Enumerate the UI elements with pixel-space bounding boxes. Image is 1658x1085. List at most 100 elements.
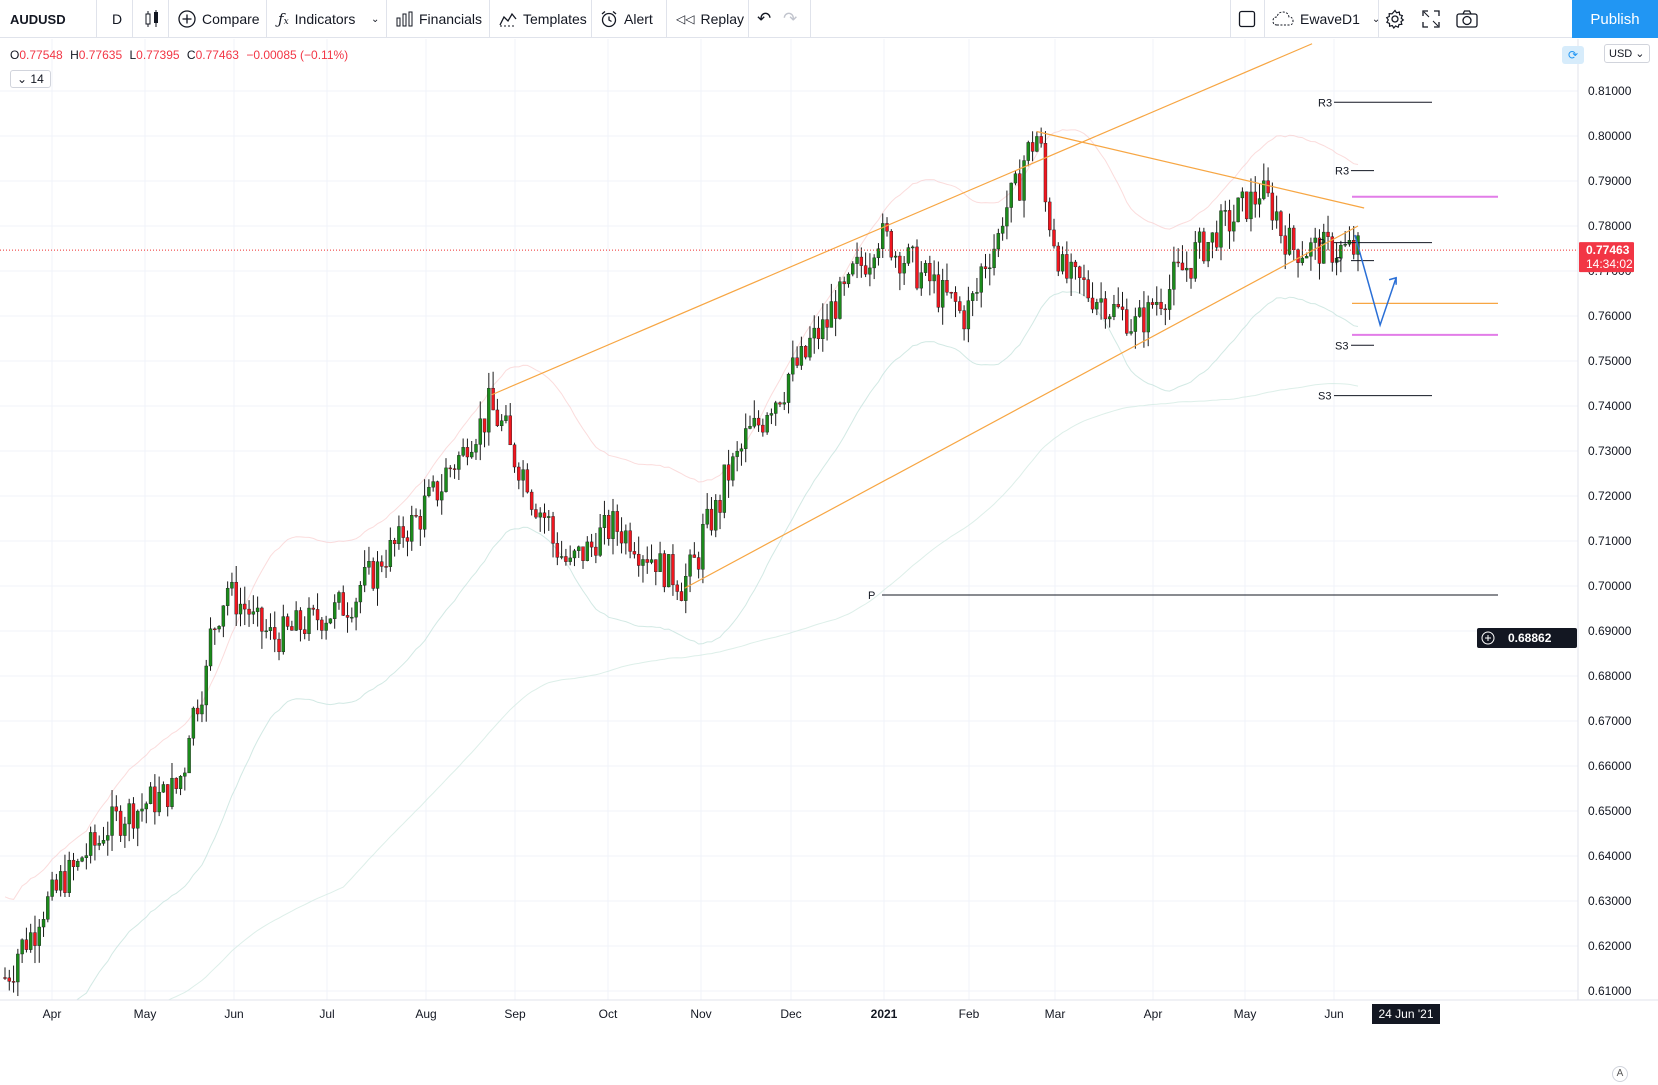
candle-up	[68, 860, 71, 893]
candle-up	[577, 547, 580, 551]
candle-down	[890, 231, 893, 257]
candle-up	[560, 556, 563, 557]
candle-down	[984, 267, 987, 269]
time-tick-label: Mar	[1045, 1007, 1066, 1021]
candle-down	[534, 510, 537, 518]
candle-up	[440, 492, 443, 500]
candle-down	[530, 492, 533, 509]
candle-down	[1074, 262, 1077, 267]
candle-down	[243, 604, 246, 609]
candle-down	[93, 832, 96, 845]
candle-down	[1082, 278, 1085, 280]
pivot-label: P	[1318, 238, 1325, 250]
candle-up	[933, 275, 936, 281]
candle-down	[213, 629, 216, 630]
candle-up	[333, 603, 336, 619]
candle-up	[975, 292, 978, 293]
pivot-label: R3	[1318, 97, 1332, 109]
candle-down	[436, 482, 439, 500]
candle-up	[504, 416, 507, 421]
candle-up	[1241, 192, 1244, 198]
indicator-bands	[5, 130, 1358, 1085]
auto-scale-label: A	[1617, 1068, 1624, 1079]
candle-down	[483, 419, 486, 432]
candle-up	[911, 247, 914, 248]
candle-down	[1228, 210, 1231, 231]
candle-up	[136, 811, 139, 828]
candle-up	[1155, 302, 1158, 304]
time-tick-label: Aug	[415, 1007, 436, 1021]
candle-down	[671, 554, 674, 585]
candle-down	[260, 608, 263, 631]
candle-up	[851, 264, 854, 274]
candle-down	[372, 561, 375, 588]
candle-down	[312, 608, 315, 609]
channel-upper-line	[492, 44, 1312, 395]
candle-up	[1134, 316, 1137, 331]
candle-up	[1100, 299, 1103, 303]
candle-up	[363, 567, 366, 585]
candle-down	[697, 558, 700, 570]
currency-select[interactable]: USD ⌄	[1604, 44, 1650, 63]
countdown-label: 14:34:02	[1586, 257, 1633, 271]
auto-scale-toggle[interactable]: A	[1612, 1066, 1628, 1082]
candle-down	[1181, 263, 1184, 270]
candle-up	[706, 509, 709, 524]
candle-up	[1258, 199, 1261, 205]
candle-up	[123, 824, 126, 836]
candle-down	[843, 282, 846, 284]
candle-up	[967, 301, 970, 329]
high-value: 0.77635	[79, 48, 122, 62]
candle-up	[1275, 212, 1278, 221]
pivot-label: S3	[1335, 340, 1348, 352]
time-tick-label: Apr	[43, 1007, 62, 1021]
candle-up	[599, 528, 602, 556]
candle-down	[286, 617, 289, 627]
candle-down	[449, 468, 452, 469]
candle-down	[419, 516, 422, 529]
candle-down	[1125, 310, 1128, 334]
candle-up	[145, 804, 148, 809]
time-tick-label: Apr	[1144, 1007, 1163, 1021]
candle-up	[226, 588, 229, 606]
candle-down	[898, 256, 901, 273]
candle-down	[590, 542, 593, 547]
candle-down	[757, 418, 760, 425]
candle-down	[1053, 230, 1056, 246]
candle-up	[573, 551, 576, 558]
candle-down	[196, 708, 199, 714]
candle-down	[1065, 254, 1068, 278]
candle-down	[1091, 298, 1094, 309]
price-tick-label: 0.72000	[1588, 489, 1632, 503]
candle-up	[200, 705, 203, 714]
candle-down	[115, 807, 118, 811]
time-tick-label: Feb	[959, 1007, 980, 1021]
price-tick-label: 0.67000	[1588, 714, 1632, 728]
candle-up	[479, 419, 482, 445]
candle-up	[470, 452, 473, 457]
candle-down	[1327, 232, 1330, 237]
candle-down	[119, 811, 122, 835]
candle-up	[603, 515, 606, 528]
candle-up	[1211, 233, 1214, 243]
pivot-label: R3	[1335, 166, 1349, 178]
candle-up	[997, 233, 1000, 249]
candle-up	[821, 320, 824, 339]
time-tick-label: May	[134, 1007, 157, 1021]
candle-down	[1190, 268, 1193, 278]
candle-down	[273, 627, 276, 639]
candle-down	[637, 554, 640, 565]
time-tick-label: Jul	[319, 1007, 334, 1021]
candle-up	[1198, 232, 1201, 243]
candle-down	[316, 609, 319, 620]
candle-up	[753, 418, 756, 426]
candle-up	[218, 626, 221, 629]
studies-toggle-button[interactable]: ⌄ 14	[10, 70, 51, 88]
candle-down	[153, 787, 156, 812]
auto-scale-icon[interactable]: ⟳	[1562, 46, 1584, 64]
candle-up	[432, 482, 435, 488]
candle-up	[59, 871, 62, 890]
candle-up	[158, 792, 161, 812]
close-label: C	[187, 48, 196, 62]
